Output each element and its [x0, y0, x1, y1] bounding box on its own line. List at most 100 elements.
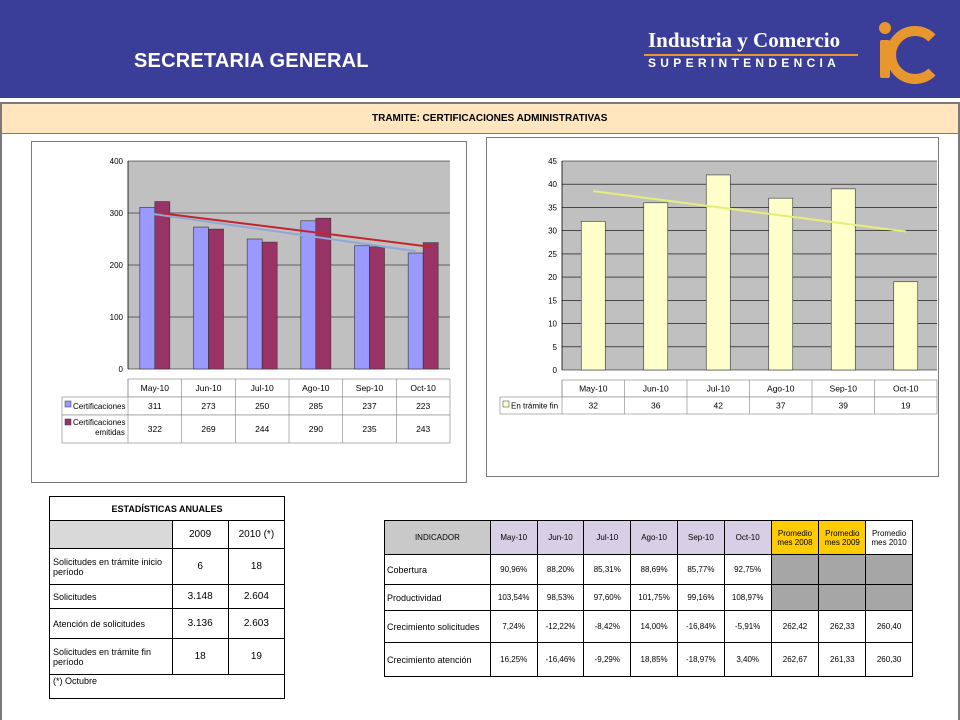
- y-tick-label: 35: [548, 203, 557, 212]
- stats-value: 18: [227, 548, 286, 585]
- tramite-bar: [2, 104, 958, 134]
- annual-stats-table: ESTADÍSTICAS ANUALES 2009 2010 (*) Solic…: [49, 496, 286, 699]
- indicator-row-label: Crecimiento solicitudes: [384, 610, 491, 643]
- bar-certificaciones: [300, 220, 317, 370]
- y-tick-label: 0: [119, 365, 124, 374]
- indicator-value: 101,75%: [630, 584, 678, 611]
- bar-certificaciones-emitidas: [315, 217, 332, 370]
- data-label: 250: [255, 401, 269, 411]
- indicator-prom: 261,33: [818, 642, 867, 677]
- chart-certificaciones: 0 100 200 300 400 May-10 Jun-10 Jul-10 Ago-10 Sep…: [61, 157, 451, 444]
- indicator-prom: 260,40: [865, 610, 913, 643]
- bar-certificaciones-emitidas: [422, 242, 439, 370]
- stats-value: 3.148: [171, 584, 229, 609]
- indicator-value: 88,69%: [630, 554, 678, 585]
- bar-en-trmite-fin: [768, 197, 794, 371]
- legend-key: [64, 400, 72, 408]
- month-header: Oct-10: [723, 520, 772, 555]
- bar-en-trmite-fin: [893, 281, 919, 371]
- data-label: 244: [255, 424, 269, 434]
- indicator-value: 90,96%: [489, 554, 538, 585]
- indicator-prom: [865, 584, 913, 611]
- data-label: 285: [309, 401, 323, 411]
- indicator-value: 85,77%: [676, 554, 725, 585]
- trendline: [593, 190, 906, 233]
- legend-key: [502, 400, 510, 408]
- chart-certificaciones-panel: 0 100 200 300 400 May-10 Jun-10 Jul-10 Ago-10 Sep…: [31, 141, 467, 483]
- trendline: [162, 212, 431, 248]
- data-label: 36: [651, 401, 661, 411]
- indicator-row-label: Productividad: [384, 584, 491, 611]
- y-tick-label: 200: [110, 261, 124, 270]
- month-header: Sep-10: [676, 520, 725, 555]
- indicator-header: INDICADOR: [384, 520, 491, 555]
- y-tick-label: 20: [548, 273, 557, 282]
- bar-en-trmite-fin: [643, 202, 669, 371]
- y-tick-label: 25: [548, 250, 557, 259]
- annual-stats-corner: [49, 520, 173, 549]
- indicator-prom: [865, 554, 913, 585]
- indicator-value: 108,97%: [723, 584, 772, 611]
- y-tick-label: 40: [548, 180, 557, 189]
- page-title: SECRETARIA GENERAL: [134, 50, 369, 72]
- indicator-value: 16,25%: [489, 642, 538, 677]
- header-bar: [0, 0, 960, 98]
- legend-label: Certificaciones: [73, 402, 125, 411]
- indicator-value: -16,84%: [676, 610, 725, 643]
- chart-en-tramite: 0 5 10 15 20 25 30 35 40 45 May-10 Jun-10 Jul-10 Ago-…: [499, 157, 938, 415]
- data-label: 42: [714, 401, 724, 411]
- month-header: Ago-10: [630, 520, 678, 555]
- x-category-label: May-10: [579, 384, 608, 394]
- prom-2010-header: Promedio mes 2010: [865, 520, 913, 555]
- bar-certificaciones: [246, 238, 263, 370]
- bar-certificaciones-emitidas: [369, 246, 385, 370]
- x-category-label: Jun-10: [643, 384, 669, 394]
- content-frame: [0, 102, 960, 720]
- indicator-row-label: Cobertura: [384, 554, 491, 585]
- stats-value: 3.136: [171, 608, 229, 639]
- stats-value: 18: [171, 638, 229, 675]
- x-category-label: Sep-10: [830, 384, 858, 394]
- logo-line1: Industria y Comercio: [648, 28, 841, 52]
- bar-certificaciones-emitidas: [261, 241, 278, 370]
- y-tick-label: 45: [548, 157, 557, 166]
- data-label: 19: [901, 401, 911, 411]
- indicator-value: 92,75%: [723, 554, 772, 585]
- stats-footnote: (*) Octubre: [49, 674, 285, 699]
- prom-2009-header: Promedio mes 2009: [818, 520, 867, 555]
- bar-certificaciones: [193, 226, 209, 370]
- data-label: 235: [362, 424, 376, 434]
- legend-key: [64, 418, 72, 426]
- indicator-value: -5,91%: [723, 610, 772, 643]
- legend-label: emitidas: [95, 428, 125, 437]
- month-header: Jun-10: [536, 520, 585, 555]
- data-label: 322: [148, 424, 162, 434]
- y-tick-label: 300: [110, 209, 124, 218]
- bar-certificaciones: [354, 245, 370, 370]
- data-label: 237: [362, 401, 376, 411]
- data-label: 39: [839, 401, 849, 411]
- bar-en-trmite-fin: [705, 174, 731, 371]
- x-category-label: Ago-10: [302, 383, 330, 393]
- indicator-value: 85,31%: [583, 554, 632, 585]
- indicator-value: -16,46%: [536, 642, 585, 677]
- table-series-row: [61, 414, 451, 444]
- bar-certificaciones: [139, 206, 156, 370]
- indicator-value: 98,53%: [536, 584, 585, 611]
- bar-certificaciones-emitidas: [208, 228, 224, 370]
- data-label: 223: [416, 401, 430, 411]
- indicator-prom: [770, 584, 820, 611]
- month-header: May-10: [489, 520, 538, 555]
- indicator-row-label: Crecimiento atención: [384, 642, 491, 677]
- month-header: Jul-10: [583, 520, 632, 555]
- y-tick-label: 400: [110, 157, 124, 166]
- data-label: 37: [776, 401, 786, 411]
- bar-en-trmite-fin: [830, 188, 856, 371]
- indicator-value: -9,29%: [583, 642, 632, 677]
- bar-certificaciones-emitidas: [154, 201, 171, 370]
- bar-en-trmite-fin: [580, 221, 606, 371]
- table-series-row: [499, 396, 938, 415]
- indicator-prom: [770, 554, 820, 585]
- stats-value: 2.603: [227, 608, 286, 639]
- prom-2008-header: Promedio mes 2008: [770, 520, 820, 555]
